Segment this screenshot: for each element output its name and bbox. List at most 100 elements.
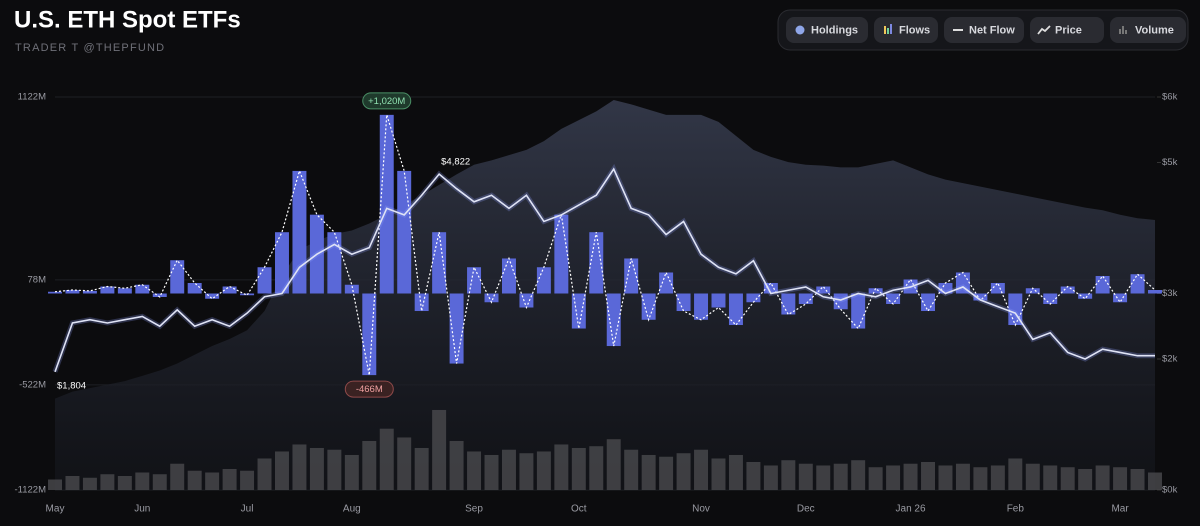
flow-bar — [728, 293, 743, 326]
flow-bar — [1025, 288, 1040, 294]
volume-bar — [135, 472, 150, 490]
x-tick-label: Oct — [571, 504, 587, 515]
toggle-button[interactable] — [944, 17, 1024, 43]
plot: 1122M 78M -522M -1122M $6k $5k $3k $2k $0k May Jun… — [14, 92, 1177, 515]
y-tick-label: 78M — [28, 274, 47, 285]
flow-bar — [48, 291, 62, 294]
volume-bar — [501, 449, 516, 490]
price-line — [54, 167, 1155, 373]
flow-bar — [554, 214, 569, 294]
flow-bar — [938, 282, 953, 294]
volume-bar — [82, 477, 97, 490]
flow-bar — [1130, 274, 1145, 294]
toggle-button[interactable] — [1030, 17, 1104, 43]
volume-bar — [589, 446, 604, 490]
volume-bar — [100, 474, 115, 490]
toggle-button[interactable] — [1110, 17, 1186, 43]
volume-bar — [1095, 465, 1110, 490]
flow-bar — [1060, 286, 1075, 294]
volume-bar — [65, 475, 80, 490]
volume-bar — [187, 470, 202, 490]
volume-bar — [851, 460, 866, 490]
volume-bar — [990, 465, 1005, 490]
volume-bar — [973, 467, 988, 490]
volume-bar — [205, 472, 220, 490]
volume-bar — [170, 463, 185, 490]
button-icon — [1037, 25, 1051, 35]
volume-bar — [414, 447, 429, 490]
x-tick-label: Aug — [343, 504, 361, 515]
volume-bar — [1148, 472, 1162, 490]
volume-bar — [554, 444, 569, 490]
price-label: $4,822 — [441, 157, 470, 168]
volume-bar — [1060, 467, 1075, 490]
flow-bar — [187, 282, 202, 294]
volume-bar — [309, 447, 324, 490]
volume-bar — [152, 474, 167, 490]
flow-bar — [292, 170, 307, 294]
volume-bar — [379, 428, 394, 490]
flow-bar — [851, 293, 866, 329]
volume-bar — [1043, 465, 1058, 490]
volume-bar — [275, 451, 289, 490]
y2-tick-label: $5k — [1162, 157, 1178, 168]
flow-bar — [467, 267, 482, 294]
volume-bar — [362, 440, 377, 490]
volume-bar — [659, 456, 674, 490]
flow-bar — [100, 286, 115, 294]
x-tick-label: Feb — [1007, 504, 1025, 515]
flow-bar — [711, 293, 726, 308]
flow-bar — [257, 267, 272, 294]
flow-bar — [659, 272, 674, 294]
flow-bar — [82, 290, 97, 294]
flow-bar — [379, 114, 394, 294]
x-tick-label: Jan 26 — [896, 504, 926, 515]
flow-bar — [484, 293, 499, 303]
y-tick-label: -1122M — [14, 485, 46, 496]
volume-bar — [763, 465, 778, 490]
flow-bar — [694, 293, 709, 320]
button-label: Flows — [899, 24, 930, 36]
volume-bar — [816, 465, 831, 490]
volume-bar — [921, 461, 935, 490]
flow-bar — [868, 288, 883, 294]
volume-bar — [711, 458, 726, 490]
volume-bar — [397, 437, 412, 490]
flow-bar — [275, 232, 289, 294]
button-icon — [1122, 26, 1124, 34]
volume-bar — [222, 468, 237, 490]
flow-bar — [798, 293, 813, 305]
button-label: Holdings — [811, 24, 858, 36]
volume-bar — [344, 454, 359, 490]
flow-bar — [344, 284, 359, 294]
x-tick-label: Sep — [465, 504, 483, 515]
price-label: $1,804 — [57, 380, 86, 391]
button-icon — [795, 25, 805, 35]
flow-bar — [222, 286, 237, 294]
flow-bar — [205, 293, 220, 299]
x-tick-label: Mar — [1111, 504, 1129, 515]
volume-bar — [955, 463, 970, 490]
toggle-button[interactable] — [786, 17, 868, 43]
annotation: -466M — [356, 384, 383, 395]
annotation-box — [344, 380, 394, 398]
flow-bar — [886, 293, 901, 305]
button-icon — [890, 24, 892, 34]
x-tick-label: Jun — [134, 504, 150, 515]
volume-bar — [886, 465, 901, 490]
volume-bar — [117, 475, 132, 490]
flow-bar — [432, 232, 447, 294]
flow-bar — [501, 258, 516, 294]
volume-bar — [449, 440, 464, 490]
buttons: Holdings Flows Net Flow Price Volume — [786, 17, 1186, 43]
x-tick-label: Jul — [241, 504, 254, 515]
volume-bar — [728, 454, 743, 490]
volume-bar — [519, 453, 534, 490]
button-label: Net Flow — [969, 24, 1015, 36]
button-icon — [1125, 30, 1127, 34]
volume-bar — [868, 467, 883, 490]
toggle-button[interactable] — [874, 17, 938, 43]
volume-bar — [571, 447, 586, 490]
volume-bar — [624, 449, 639, 490]
